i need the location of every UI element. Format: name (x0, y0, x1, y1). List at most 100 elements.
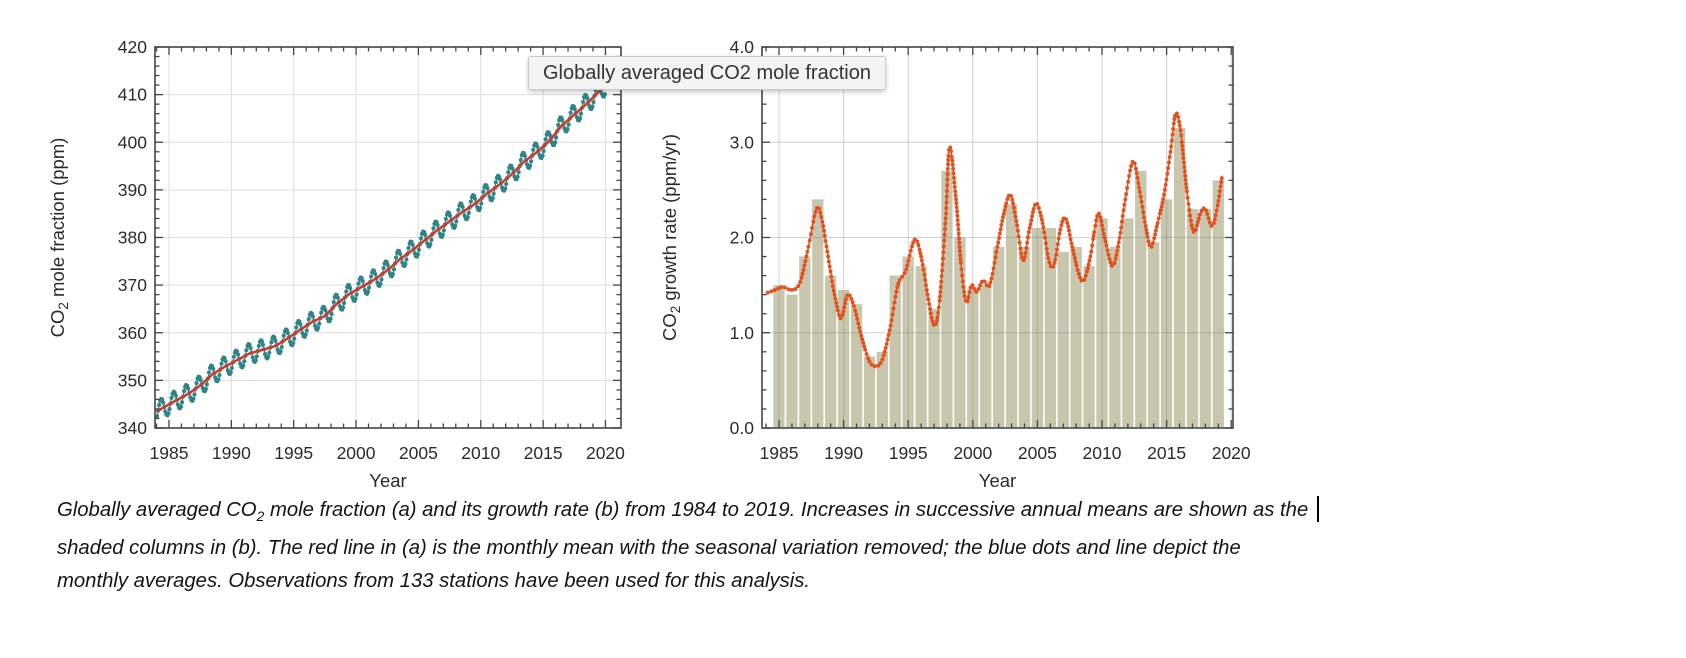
y-axis-label: CO2 mole fraction (ppm) (47, 138, 71, 338)
growth-line-dot (1137, 190, 1142, 194)
monthly-dot (348, 286, 353, 291)
chart-b-co2-growth-rate[interactable]: 1985 1990 1995 2000 2005 2010 2015 2020 0.0 1.0 2.… (659, 37, 1251, 491)
growth-line-dot (956, 227, 961, 232)
monthly-dot (166, 411, 171, 416)
growth-line-dot (1054, 252, 1059, 257)
growth-line-dot (1162, 192, 1166, 197)
growth-line-dot (1125, 186, 1130, 190)
x-axis-label: Year (979, 470, 1016, 491)
monthly-dot (231, 354, 236, 359)
growth-line-dot (911, 240, 916, 245)
growth-line-dot (820, 219, 825, 224)
growth-line-dot (1158, 211, 1162, 216)
growth-line-dot (786, 287, 791, 292)
growth-line-dot (1085, 266, 1090, 271)
growth-line-dot (998, 227, 1003, 232)
monthly-dot (448, 213, 453, 218)
growth-line-dot (941, 250, 946, 255)
growth-line-dot (1140, 204, 1145, 209)
y-tick-label: 370 (118, 275, 147, 295)
monthly-dot (182, 389, 187, 394)
monthly-dot (378, 281, 383, 286)
growth-line-dot (934, 321, 938, 326)
growth-line-dot (1012, 210, 1017, 215)
monthly-dot (466, 210, 471, 215)
growth-line-dot (1005, 196, 1010, 201)
growth-line-dot (882, 349, 887, 354)
growth-line-dot (1199, 209, 1204, 213)
monthly-dot (591, 99, 596, 105)
growth-line-dot (1206, 216, 1211, 221)
growth-line-dot (1043, 235, 1047, 240)
growth-line-dot (813, 209, 818, 214)
growth-line-dot (1001, 215, 1005, 220)
growth-line-dot (960, 279, 965, 284)
growth-line-dot (1178, 128, 1183, 133)
growth-line-dot (1088, 254, 1093, 259)
monthly-dot (531, 147, 536, 152)
growth-line-dot (1101, 231, 1106, 236)
growth-line-dot (1031, 206, 1036, 211)
growth-line-dot (967, 290, 972, 295)
growth-line-dot (1089, 249, 1094, 254)
growth-line-dot (1118, 230, 1123, 235)
growth-line-dot (808, 232, 813, 237)
growth-line-dot (1004, 201, 1009, 206)
growth-line-dot (938, 294, 942, 299)
growth-line-dot (1158, 208, 1163, 213)
monthly-dot (540, 153, 545, 158)
growth-line-dot (1036, 205, 1041, 210)
growth-line-dot (1176, 114, 1181, 119)
growth-line-dot (1052, 260, 1057, 265)
growth-line-dot (841, 309, 846, 314)
monthly-dot (273, 338, 278, 343)
caption-co2-subscript: 2 (256, 508, 265, 524)
growth-line-dot (954, 201, 959, 206)
monthly-dot (453, 223, 458, 228)
growth-line-dot (1168, 149, 1173, 154)
monthly-dot (354, 292, 359, 297)
growth-line-dot (1108, 260, 1113, 265)
growth-line-dot (1116, 240, 1121, 245)
monthly-dot (490, 196, 495, 201)
chart-a-co2-mole-fraction[interactable]: 1985 1990 1995 2000 2005 2010 2015 2020 340 350 36… (47, 37, 625, 491)
growth-line-dot (1023, 251, 1028, 255)
y-tick-label: 0.0 (730, 418, 755, 438)
growth-line-dot (954, 205, 959, 210)
growth-line-dot (957, 245, 962, 249)
y-tick-label: 390 (118, 180, 147, 200)
monthly-dot (236, 352, 241, 357)
bar (1057, 251, 1069, 428)
growth-line-dot (1180, 143, 1185, 148)
co2-figure[interactable]: 1985 1990 1995 2000 2005 2010 2015 2020 340 350 36… (0, 0, 1686, 500)
growth-line-dot (925, 292, 930, 297)
growth-line-dot (1059, 223, 1064, 228)
monthly-dot (356, 281, 361, 286)
bar (967, 289, 979, 428)
growth-line-dot (1039, 213, 1043, 218)
bar (980, 285, 992, 428)
growth-line-dot (1171, 121, 1176, 126)
growth-line-dot (835, 304, 839, 309)
growth-line-dot (1067, 232, 1072, 237)
monthly-dot (391, 267, 397, 272)
figure-caption[interactable]: Globally averaged CO2 mole fraction (a) … (57, 494, 1617, 597)
growth-line-dot (888, 323, 893, 328)
growth-line-dot (1163, 182, 1168, 187)
monthly-dot (186, 386, 191, 391)
growth-line-dot (939, 279, 944, 284)
growth-line-dot (943, 226, 947, 231)
growth-line-dot (1145, 234, 1150, 239)
growth-line-dot (934, 318, 939, 323)
bar (1173, 128, 1186, 428)
bar (1070, 247, 1082, 428)
text-caret[interactable] (1317, 496, 1320, 522)
growth-line-dot (952, 184, 957, 189)
monthly-dot (602, 92, 607, 97)
growth-line-dot (946, 157, 951, 162)
growth-line-dot (1143, 224, 1148, 229)
growth-line-dot (1047, 260, 1052, 265)
growth-line-dot (972, 286, 977, 291)
caption-line-2: shaded columns in (b). The red line in (… (57, 537, 1241, 560)
y-tick-label: 420 (118, 37, 147, 57)
